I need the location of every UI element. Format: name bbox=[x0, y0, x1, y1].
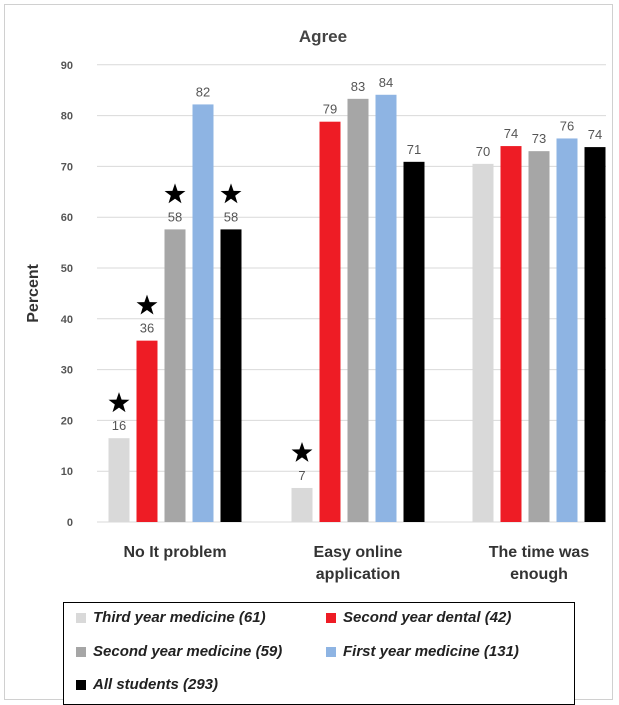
bar bbox=[108, 438, 130, 522]
bar bbox=[500, 146, 522, 522]
data-label: 76 bbox=[560, 118, 574, 133]
bar bbox=[347, 98, 369, 522]
data-label: 79 bbox=[323, 102, 337, 117]
legend-label: Second year medicine (59) bbox=[93, 643, 283, 660]
legend-item: Second year dental (42) bbox=[326, 609, 511, 626]
legend-swatch bbox=[76, 679, 86, 690]
bar bbox=[319, 121, 341, 523]
y-tick-label: 10 bbox=[61, 466, 73, 478]
bar bbox=[403, 161, 425, 522]
data-label: 58 bbox=[168, 209, 182, 224]
category-label: No It problem bbox=[123, 544, 226, 561]
star-icon bbox=[291, 441, 313, 462]
legend-swatch bbox=[326, 612, 336, 623]
data-label: 73 bbox=[532, 131, 546, 146]
bar bbox=[291, 487, 313, 522]
legend-label: First year medicine (131) bbox=[343, 643, 519, 660]
data-label: 58 bbox=[224, 209, 238, 224]
bar bbox=[136, 340, 158, 522]
legend-item: Second year medicine (59) bbox=[76, 643, 282, 660]
legend-label: Second year dental (42) bbox=[343, 609, 512, 626]
data-label: 71 bbox=[407, 142, 421, 157]
category-label: enough bbox=[510, 566, 568, 583]
bar bbox=[164, 229, 186, 522]
bar bbox=[192, 104, 214, 522]
legend-swatch bbox=[326, 646, 336, 657]
y-tick-label: 30 bbox=[61, 365, 73, 377]
y-tick-label: 60 bbox=[61, 212, 73, 224]
category-label: Easy online bbox=[314, 544, 403, 561]
bar bbox=[375, 94, 397, 522]
bar bbox=[584, 147, 606, 522]
bar bbox=[556, 138, 578, 522]
y-tick-label: 20 bbox=[61, 415, 73, 427]
bar bbox=[528, 151, 550, 522]
legend-item: First year medicine (131) bbox=[326, 643, 519, 660]
data-label: 16 bbox=[112, 418, 126, 433]
star-icon bbox=[164, 183, 186, 204]
category-label: application bbox=[316, 566, 400, 583]
data-label: 74 bbox=[504, 126, 518, 141]
y-tick-label: 90 bbox=[61, 60, 73, 72]
y-tick-label: 0 bbox=[67, 517, 73, 529]
y-tick-label: 40 bbox=[61, 314, 73, 326]
y-tick-label: 50 bbox=[61, 263, 73, 275]
legend-swatch bbox=[76, 612, 86, 623]
data-label: 84 bbox=[379, 75, 393, 90]
category-label: The time was bbox=[489, 544, 590, 561]
data-label: 70 bbox=[476, 144, 490, 159]
y-tick-label: 70 bbox=[61, 161, 73, 173]
data-label: 74 bbox=[588, 127, 602, 142]
star-icon bbox=[136, 294, 158, 315]
bar bbox=[472, 163, 494, 523]
data-label: 83 bbox=[351, 79, 365, 94]
data-label: 7 bbox=[298, 468, 305, 483]
legend-swatch bbox=[76, 646, 86, 657]
star-icon bbox=[220, 183, 242, 204]
data-label: 82 bbox=[196, 84, 210, 99]
y-tick-label: 80 bbox=[61, 111, 73, 123]
legend-label: Third year medicine (61) bbox=[93, 609, 266, 626]
legend: Third year medicine (61) Second year dent… bbox=[63, 602, 575, 705]
star-icon bbox=[108, 392, 130, 413]
legend-item: All students (293) bbox=[76, 676, 218, 693]
y-axis-label: Percent bbox=[25, 263, 42, 322]
bar bbox=[220, 229, 242, 522]
legend-item: Third year medicine (61) bbox=[76, 609, 266, 626]
data-label: 36 bbox=[140, 321, 154, 336]
legend-label: All students (293) bbox=[93, 676, 219, 693]
chart-title: Agree bbox=[299, 27, 347, 46]
